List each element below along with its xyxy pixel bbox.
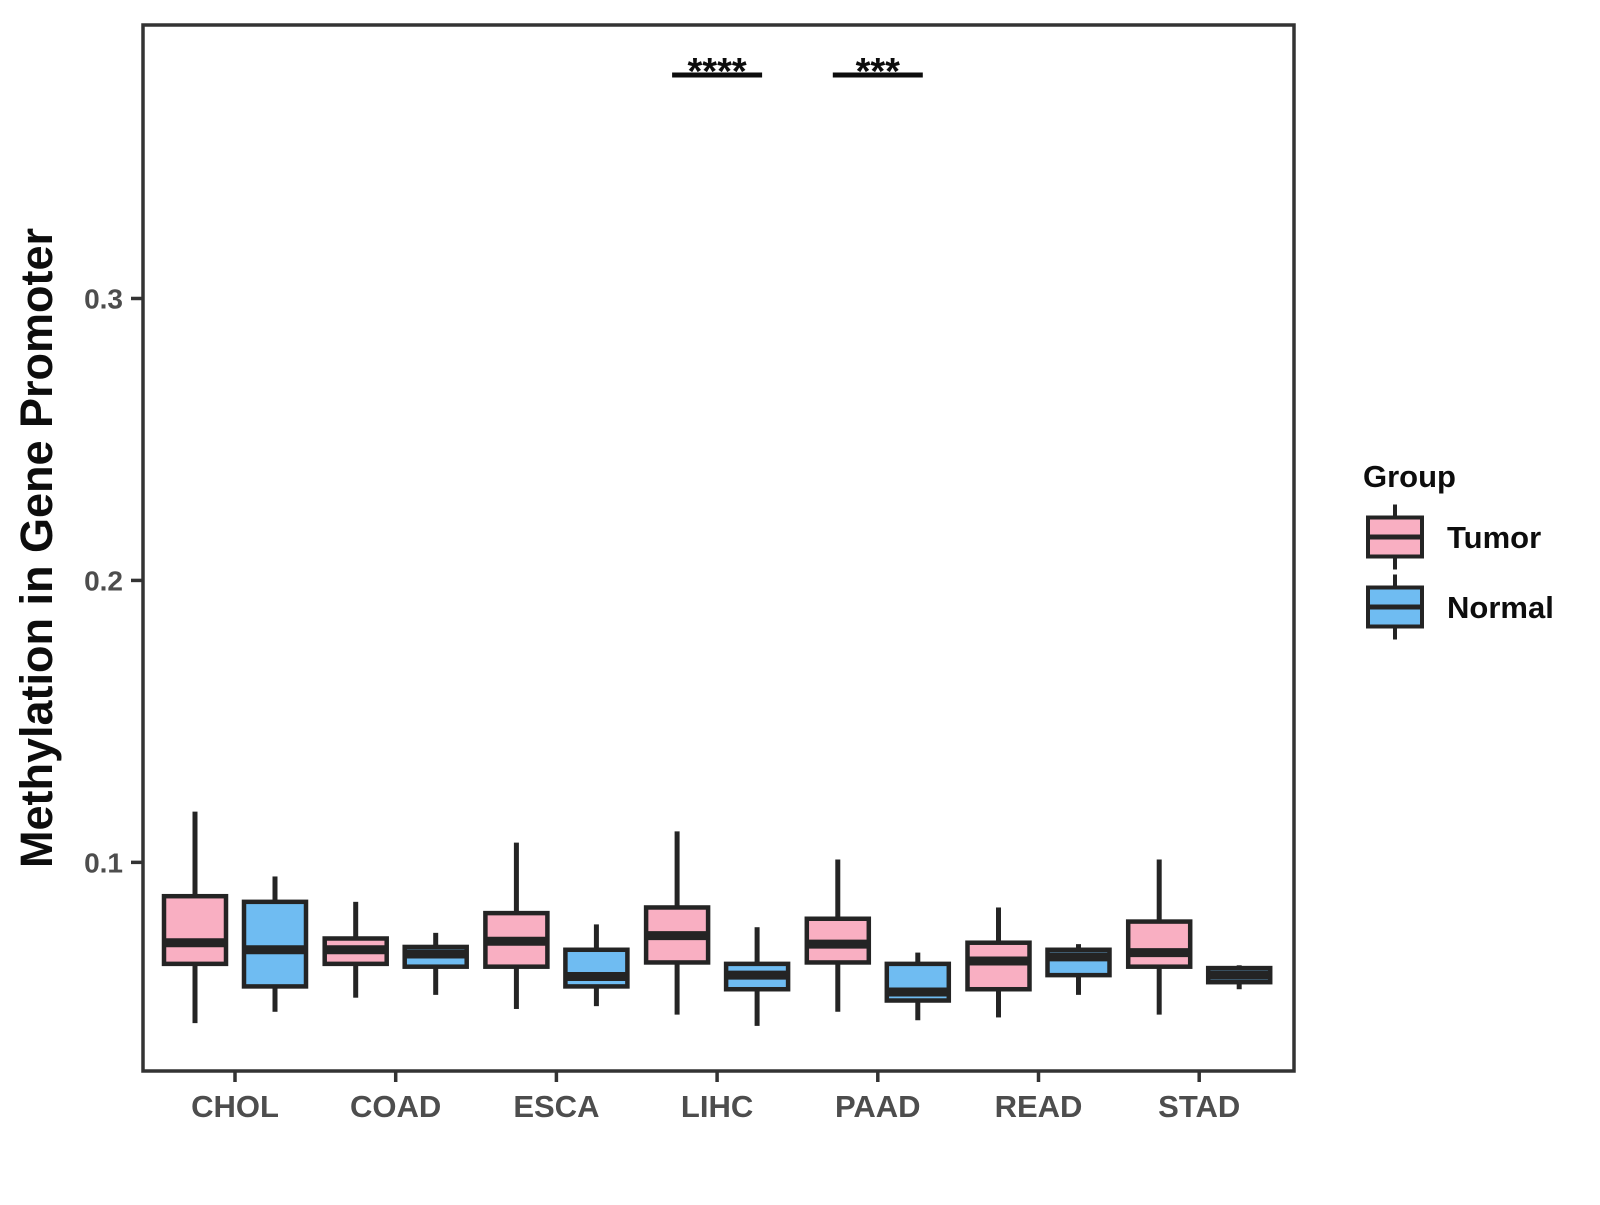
box-normal-paad [884, 952, 952, 1021]
y-tick-label: 0.1 [84, 847, 123, 878]
significance-stars-paad: *** [856, 51, 901, 93]
box-tumor-paad [804, 859, 872, 1012]
box-tumor-coad [322, 901, 389, 998]
x-tick-label-stad: STAD [1158, 1089, 1240, 1124]
box-tumor-chol [161, 811, 229, 1024]
legend-item-normal: Normal [1366, 574, 1554, 640]
iqr-box [965, 940, 1032, 992]
plot-panel-background [143, 25, 1294, 1071]
legend-title: Group [1363, 459, 1456, 494]
iqr-box [161, 893, 229, 967]
box-tumor-lihc [643, 831, 711, 1015]
x-tick-label-chol: CHOL [191, 1089, 279, 1124]
box-normal-lihc [723, 927, 791, 1026]
y-tick-label: 0.2 [84, 565, 123, 596]
iqr-box [1125, 919, 1193, 969]
x-tick-label-coad: COAD [350, 1089, 441, 1124]
y-tick-label: 0.3 [84, 283, 123, 314]
plot-panel-border [141, 23, 1296, 1073]
significance-stars-lihc: **** [688, 51, 747, 93]
legend-item-tumor: Tumor [1366, 504, 1541, 570]
box-tumor-stad [1125, 859, 1193, 1015]
iqr-box [241, 899, 309, 989]
y-axis-title: Methylation in Gene Promoter [11, 228, 62, 868]
x-tick-label-read: READ [995, 1089, 1083, 1124]
box-normal-esca [563, 924, 630, 1007]
legend-label-normal: Normal [1447, 590, 1554, 625]
box-normal-stad [1205, 965, 1273, 990]
x-tick-label-lihc: LIHC [681, 1089, 753, 1124]
box-normal-chol [241, 876, 309, 1012]
box-tumor-read [965, 907, 1032, 1018]
x-tick-label-paad: PAAD [835, 1089, 921, 1124]
box-normal-read [1045, 944, 1112, 995]
box-normal-coad [402, 932, 469, 995]
legend-label-tumor: Tumor [1447, 520, 1541, 555]
box-tumor-esca [483, 842, 550, 1009]
x-tick-label-esca: ESCA [513, 1089, 599, 1124]
